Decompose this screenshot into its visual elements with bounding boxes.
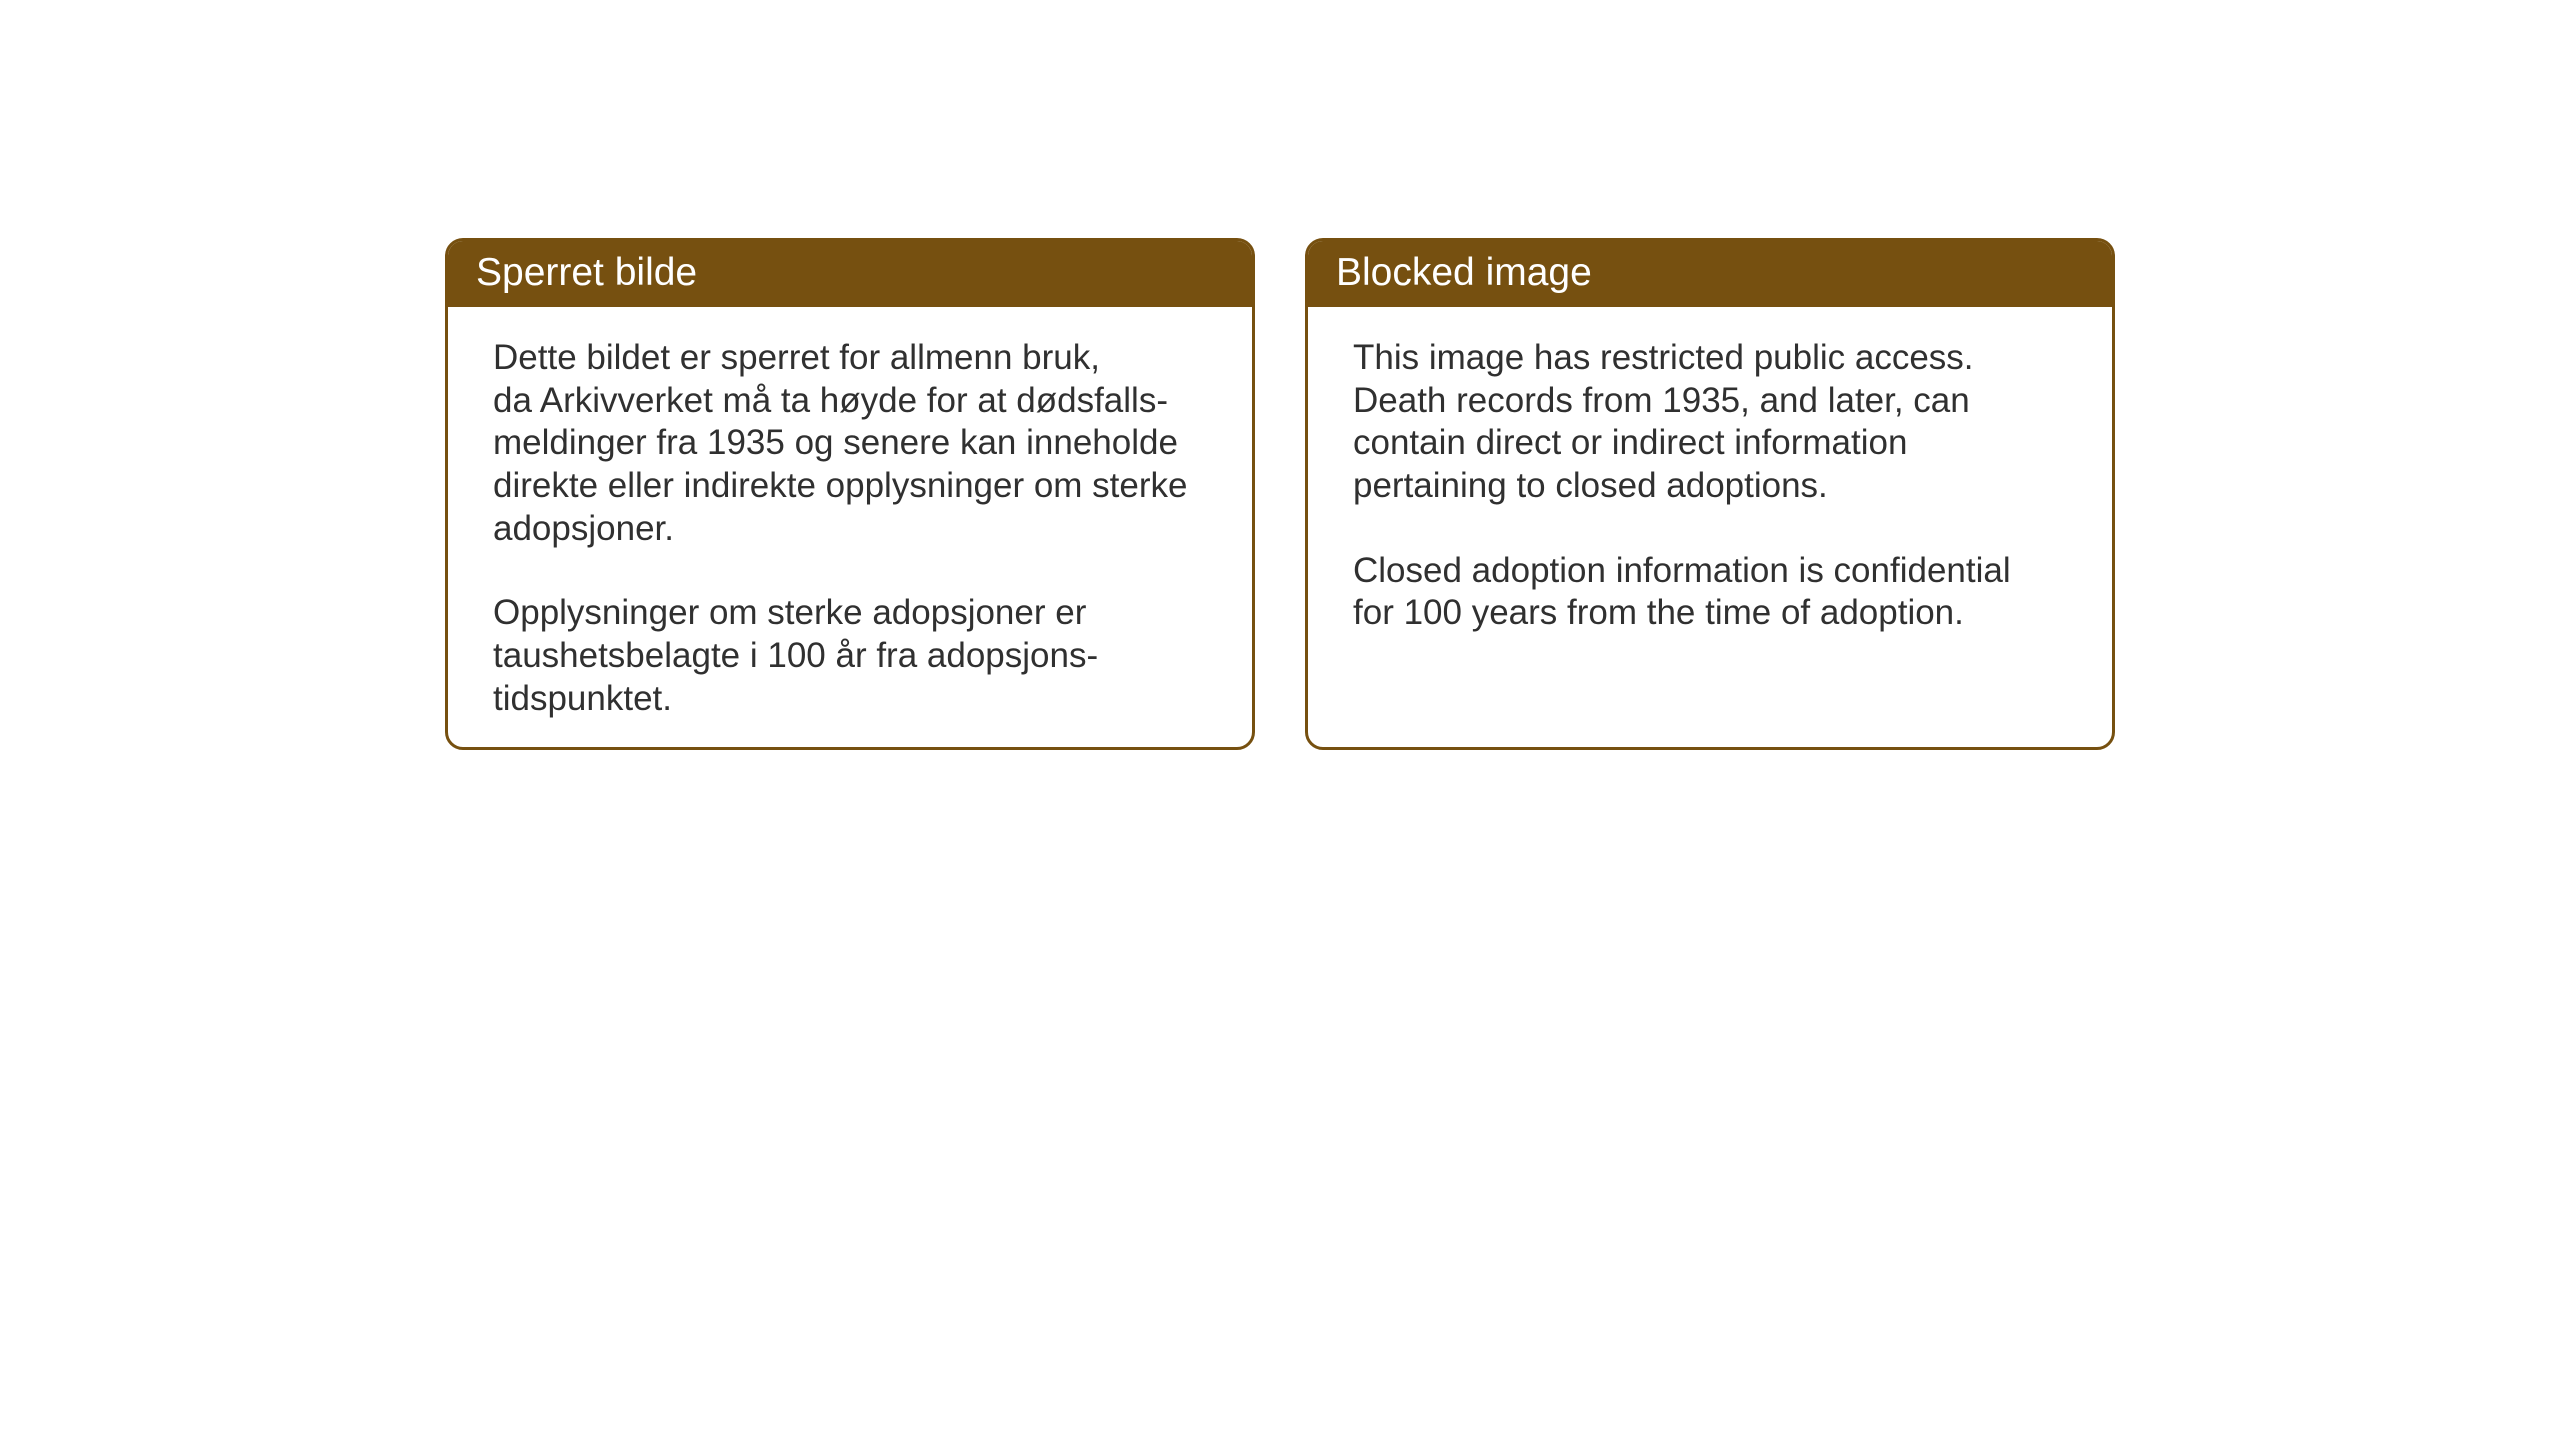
cards-container: Sperret bilde Dette bildet er sperret fo…	[445, 238, 2115, 750]
card-header-english: Blocked image	[1308, 241, 2112, 307]
paragraph-norwegian-1: Dette bildet er sperret for allmenn bruk…	[493, 337, 1212, 550]
card-header-norwegian: Sperret bilde	[448, 241, 1252, 307]
card-body-english: This image has restricted public access.…	[1308, 307, 2112, 675]
card-norwegian: Sperret bilde Dette bildet er sperret fo…	[445, 238, 1255, 750]
card-english: Blocked image This image has restricted …	[1305, 238, 2115, 750]
paragraph-english-2: Closed adoption information is confident…	[1353, 550, 2072, 635]
paragraph-norwegian-2: Opplysninger om sterke adopsjoner ertaus…	[493, 592, 1212, 720]
card-body-norwegian: Dette bildet er sperret for allmenn bruk…	[448, 307, 1252, 750]
paragraph-english-1: This image has restricted public access.…	[1353, 337, 2072, 508]
